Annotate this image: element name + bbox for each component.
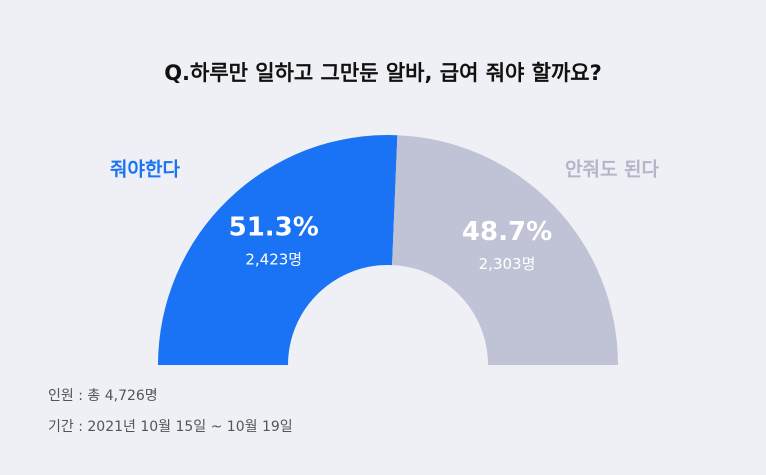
donut-segment (158, 135, 398, 365)
note: 기간 : 2021년 10월 15일 ~ 10월 19일 (48, 419, 293, 435)
count-label: 2,303명 (479, 255, 536, 273)
value-label: 51.3% (229, 212, 319, 242)
category-label: 안줘도 된다 (565, 159, 660, 181)
note: 인원 : 총 4,726명 (48, 388, 158, 404)
donut-segment (392, 135, 618, 365)
count-label: 2,423명 (245, 250, 302, 268)
value-label: 48.7% (462, 217, 552, 247)
chart-title: Q.하루만 일하고 그만둔 알바, 급여 줘야 할까요? (164, 61, 602, 85)
category-label: 줘야한다 (110, 159, 180, 181)
